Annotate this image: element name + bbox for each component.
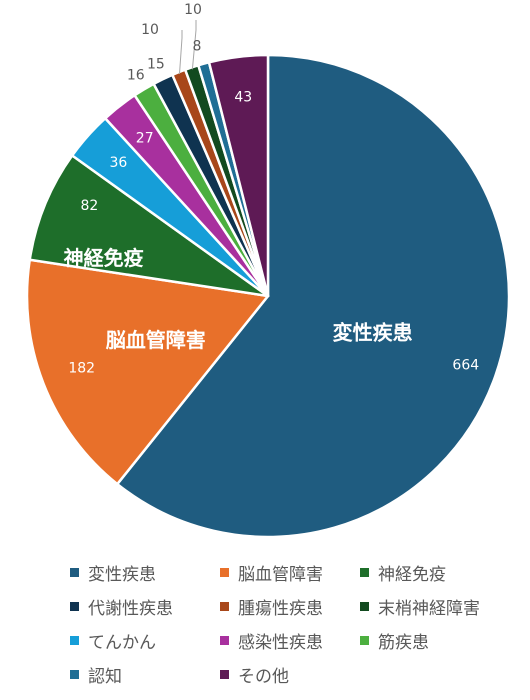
legend-label: 感染性疾患 [238, 633, 323, 653]
legend-item-認知: 認知 [70, 662, 122, 687]
legend-item-てんかん: てんかん [70, 628, 156, 653]
slice-value-label: 82 [80, 198, 98, 214]
slice-value-label: 664 [452, 358, 479, 374]
slice-category-label: 変性疾患 [333, 321, 413, 345]
slice-category-label: 脳血管障害 [105, 328, 206, 352]
legend-swatch [70, 568, 79, 577]
slice-value-label: 10 [184, 2, 202, 18]
legend-item-腫瘍性疾患: 腫瘍性疾患 [220, 594, 323, 619]
pie-slice-脳血管障害 [25, 258, 270, 486]
legend-item-変性疾患: 変性疾患 [70, 560, 156, 585]
legend-swatch [220, 602, 229, 611]
legend-label: その他 [238, 667, 289, 687]
slice-value-label: 8 [192, 38, 201, 54]
legend-item-筋疾患: 筋疾患 [360, 628, 429, 653]
legend-swatch [70, 636, 79, 645]
leader-line [179, 30, 183, 75]
legend-label: 末梢神経障害 [378, 599, 480, 619]
slice-category-label: 神経免疫 [64, 246, 144, 270]
legend-label: 神経免疫 [378, 565, 446, 585]
legend-item-感染性疾患: 感染性疾患 [220, 628, 323, 653]
pie-slice-神経免疫 [28, 154, 270, 298]
legend-swatch [360, 636, 369, 645]
slice-value-label: 36 [109, 155, 127, 171]
legend-label: てんかん [88, 633, 156, 653]
leader-line [191, 20, 197, 70]
pie-slice-その他 [207, 53, 270, 298]
legend-label: 筋疾患 [378, 633, 429, 653]
legend-item-神経免疫: 神経免疫 [360, 560, 446, 585]
slice-value-label: 10 [141, 22, 159, 38]
slice-value-label: 16 [127, 68, 145, 84]
legend-swatch [220, 636, 229, 645]
slice-value-label: 27 [136, 131, 154, 147]
pie-slice-変性疾患 [116, 53, 511, 539]
legend-label: 変性疾患 [88, 565, 156, 585]
legend-label: 代謝性疾患 [88, 599, 173, 619]
legend-swatch [360, 568, 369, 577]
slice-value-label: 182 [68, 361, 95, 377]
legend-swatch [220, 670, 229, 679]
legend-item-その他: その他 [220, 662, 289, 687]
legend-label: 認知 [88, 667, 122, 687]
legend-swatch [220, 568, 229, 577]
legend-label: 脳血管障害 [238, 565, 323, 585]
slice-value-label: 15 [147, 57, 165, 73]
legend-item-脳血管障害: 脳血管障害 [220, 560, 323, 585]
legend-swatch [70, 670, 79, 679]
legend-item-代謝性疾患: 代謝性疾患 [70, 594, 173, 619]
legend-swatch [70, 602, 79, 611]
legend-item-末梢神経障害: 末梢神経障害 [360, 594, 480, 619]
legend-swatch [360, 602, 369, 611]
slice-value-label: 43 [234, 90, 252, 106]
legend-label: 腫瘍性疾患 [238, 599, 323, 619]
